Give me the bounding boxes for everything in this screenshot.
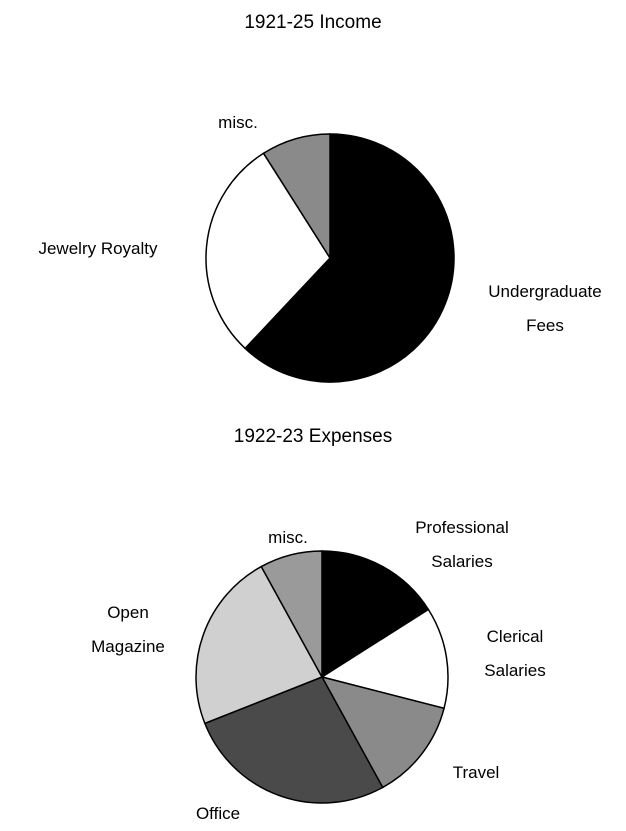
pie-slice — [320, 675, 445, 789]
chart-title: 1921-25 Income — [244, 12, 382, 33]
slice-label: Undergraduate Fees — [488, 282, 602, 335]
pie-slice — [244, 133, 455, 383]
pie-slice — [320, 608, 449, 710]
pie-slice — [321, 550, 430, 679]
slice-label: misc. — [268, 528, 308, 547]
slice-label: Office — [195, 804, 241, 823]
pie-slice — [260, 550, 323, 678]
pie-slice — [203, 676, 384, 804]
slice-label: Jewelry Royalty — [38, 239, 158, 258]
pie-slice — [262, 133, 331, 261]
slice-label: Professional Salaries — [415, 518, 509, 571]
pie-slice — [195, 565, 324, 725]
slice-label: Open Magazine — [91, 603, 165, 656]
slice-label: Travel — [452, 763, 500, 782]
slice-label: misc. — [218, 113, 258, 132]
chart-title: 1922-23 Expenses — [233, 426, 393, 447]
pie-slice — [205, 152, 331, 350]
slice-label: Clerical Salaries — [484, 627, 546, 680]
